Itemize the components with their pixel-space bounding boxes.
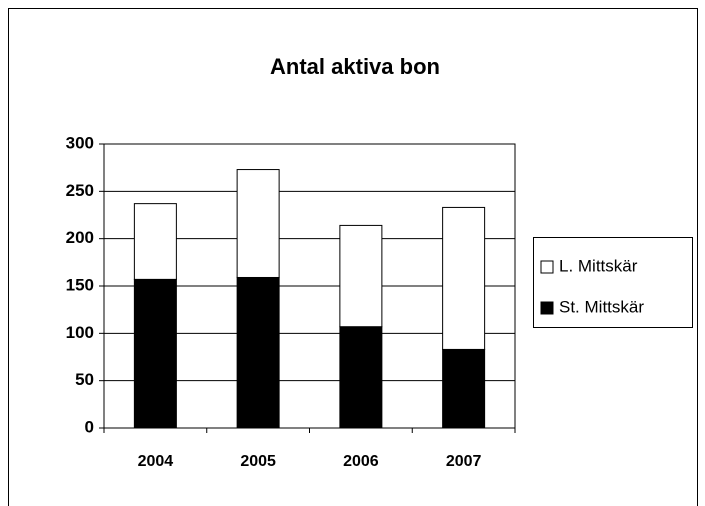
bar-segment bbox=[442, 206, 486, 350]
x-tick-label: 2005 bbox=[240, 453, 276, 470]
y-tick-label: 100 bbox=[66, 323, 94, 342]
bar-segment bbox=[339, 224, 383, 328]
bar-segment bbox=[236, 276, 280, 429]
y-tick-label: 150 bbox=[66, 275, 94, 294]
bar-segment bbox=[133, 203, 177, 280]
bar-segment bbox=[236, 169, 280, 278]
legend-label: L. Mittskär bbox=[559, 256, 638, 275]
x-tick-label: 2006 bbox=[343, 453, 379, 470]
legend-box bbox=[533, 237, 693, 328]
bar-segment bbox=[339, 326, 383, 429]
x-tick-label: 2004 bbox=[138, 453, 174, 470]
y-tick-label: 0 bbox=[85, 417, 94, 436]
legend-label: St. Mittskär bbox=[559, 297, 644, 316]
y-tick-label: 50 bbox=[75, 370, 94, 389]
legend-swatch bbox=[540, 260, 554, 274]
y-tick-label: 200 bbox=[66, 228, 94, 247]
y-tick-label: 250 bbox=[66, 181, 94, 200]
legend-swatch bbox=[540, 301, 554, 315]
bar-segment bbox=[133, 278, 177, 429]
bar-segment bbox=[442, 348, 486, 429]
y-tick-label: 300 bbox=[66, 133, 94, 152]
x-tick-label: 2007 bbox=[446, 453, 482, 470]
chart-title: Antal aktiva bon bbox=[270, 54, 440, 79]
